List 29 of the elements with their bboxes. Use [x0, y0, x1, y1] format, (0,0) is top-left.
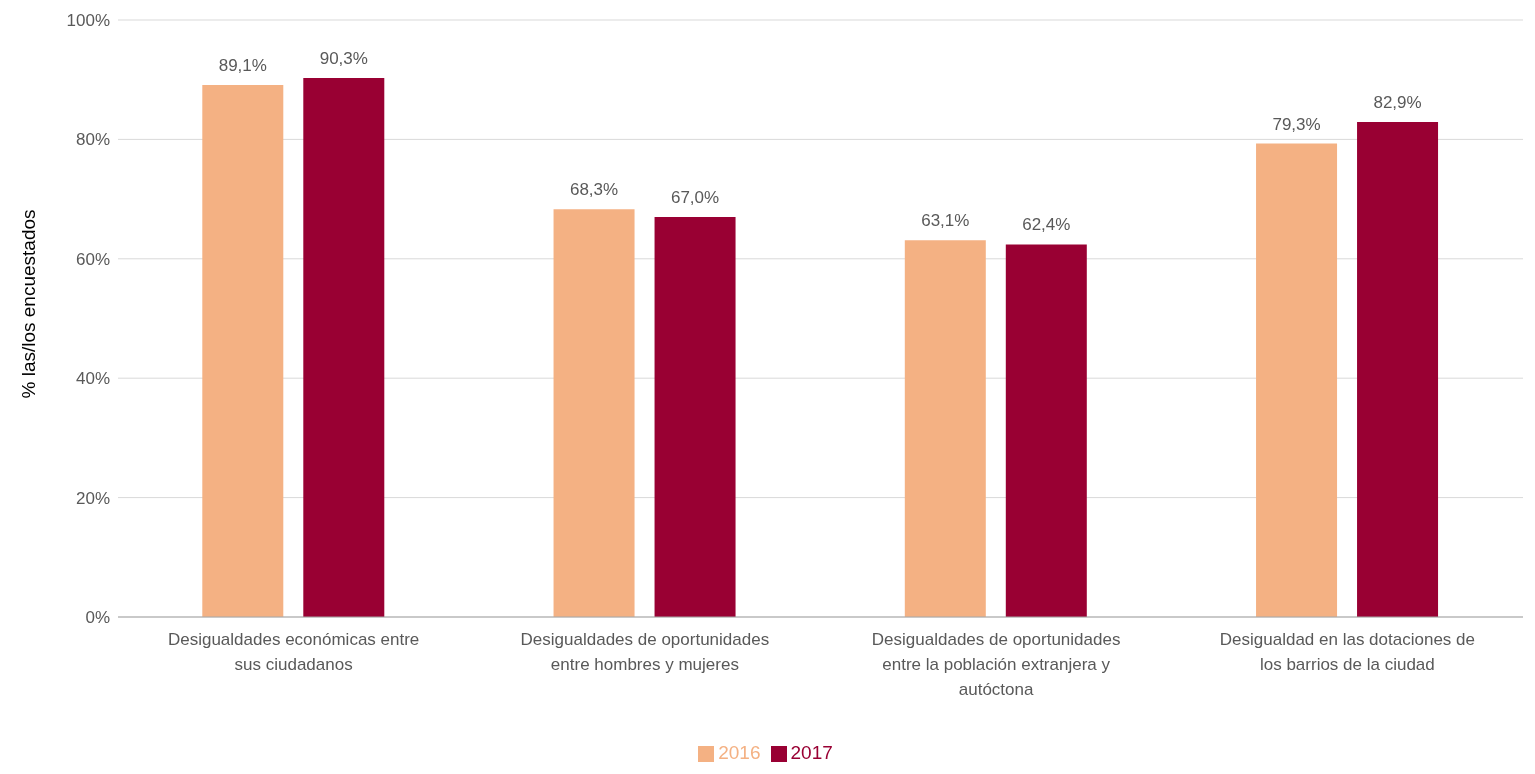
- x-tick-label: Desigualdad en las dotaciones de los barrios de la ciudad: [1219, 630, 1475, 674]
- x-tick-label: Desigualdades económicas entre sus ciudadanos: [167, 630, 420, 674]
- data-label: 63,1%: [921, 211, 970, 231]
- y-tick-label: 100%: [66, 11, 110, 31]
- legend-label: 2017: [790, 742, 833, 763]
- bar: [1357, 122, 1439, 617]
- y-tick-label: 60%: [75, 249, 110, 269]
- data-label: 62,4%: [1022, 215, 1071, 235]
- bar: [303, 77, 385, 617]
- bar: [1256, 143, 1338, 617]
- data-label: 68,3%: [569, 180, 619, 200]
- data-label: 79,3%: [1272, 114, 1321, 134]
- y-tick-label: 20%: [75, 488, 110, 508]
- y-tick-label: 0%: [85, 608, 110, 628]
- bar: [654, 217, 736, 617]
- legend-label: 2016: [718, 742, 761, 763]
- y-tick-label: 40%: [75, 369, 110, 389]
- data-label: 67,0%: [670, 188, 720, 208]
- x-tick-label: Desigualdades de oportunidades entre la población extranjera y autóctona: [871, 630, 1121, 699]
- data-label: 82,9%: [1373, 93, 1422, 113]
- y-tick-label: 80%: [75, 130, 110, 150]
- bar: [553, 209, 635, 617]
- bar: [904, 240, 986, 617]
- bar: [1005, 244, 1087, 617]
- data-label: 89,1%: [218, 56, 267, 76]
- y-axis-title: % las/los encuestados: [17, 209, 39, 399]
- x-tick-label: Desigualdades de oportunidades entre hombres y mujeres: [520, 630, 770, 674]
- bar: [202, 85, 284, 617]
- data-label: 90,3%: [319, 48, 368, 68]
